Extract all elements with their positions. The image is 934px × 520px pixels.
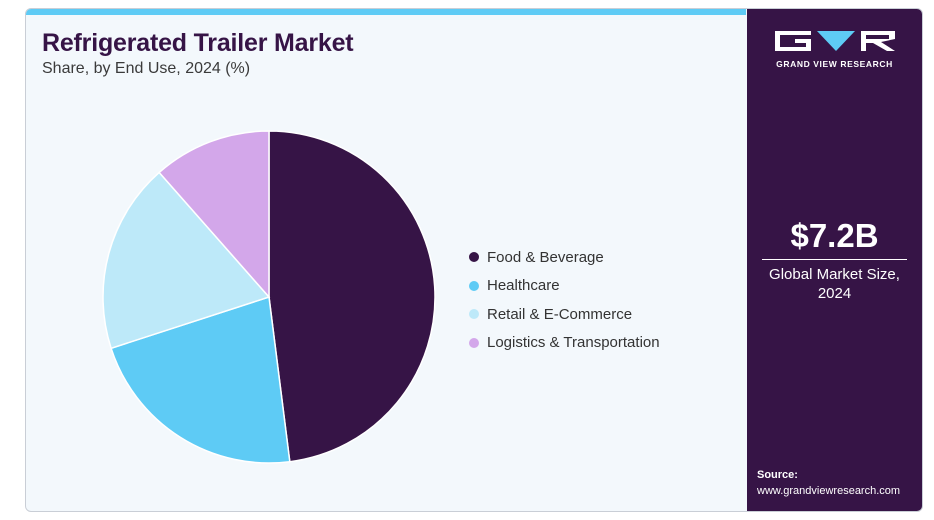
chart-title: Refrigerated Trailer Market [42,29,354,57]
market-size-label-line1: Global Market Size, [769,266,900,283]
divider [762,259,907,260]
side-panel: GRAND VIEW RESEARCH $7.2B Global Market … [747,9,922,511]
chart-legend: Food & Beverage Healthcare Retail & E-Comm… [469,243,660,357]
legend-label: Logistics & Transportation [487,334,660,352]
legend-item: Food & Beverage [469,243,660,272]
accent-bar [26,9,746,15]
legend-label: Food & Beverage [487,248,604,266]
legend-item: Healthcare [469,272,660,301]
chart-subtitle: Share, by End Use, 2024 (%) [42,60,251,77]
logo-text: GRAND VIEW RESEARCH [776,59,893,69]
legend-label: Retail & E-Commerce [487,305,633,323]
market-size-label-line2: 2024 [817,285,852,302]
pie-slice-healthcare [110,296,291,464]
market-size-label: Global Market Size, 2024 [747,265,922,303]
legend-swatch [469,337,479,348]
pie-chart [102,130,436,464]
chart-card: Refrigerated Trailer Market Share, by En… [25,8,923,512]
legend-item: Logistics & Transportation [469,329,660,358]
pie-slice-retail-e-commerce [102,171,271,350]
source-label: Source: [757,469,798,481]
legend-swatch [469,309,479,320]
pie-slice-logistics-transportation [158,130,270,299]
grand-view-research-logo-icon [775,31,895,51]
market-size-value: $7.2B [790,217,879,254]
source-link[interactable]: www.grandviewresearch.com [757,485,901,497]
legend-item: Retail & E-Commerce [469,300,660,329]
legend-swatch [469,280,479,291]
pie-slice-food-beverage [268,130,436,463]
legend-swatch [469,252,479,263]
legend-label: Healthcare [487,277,560,295]
